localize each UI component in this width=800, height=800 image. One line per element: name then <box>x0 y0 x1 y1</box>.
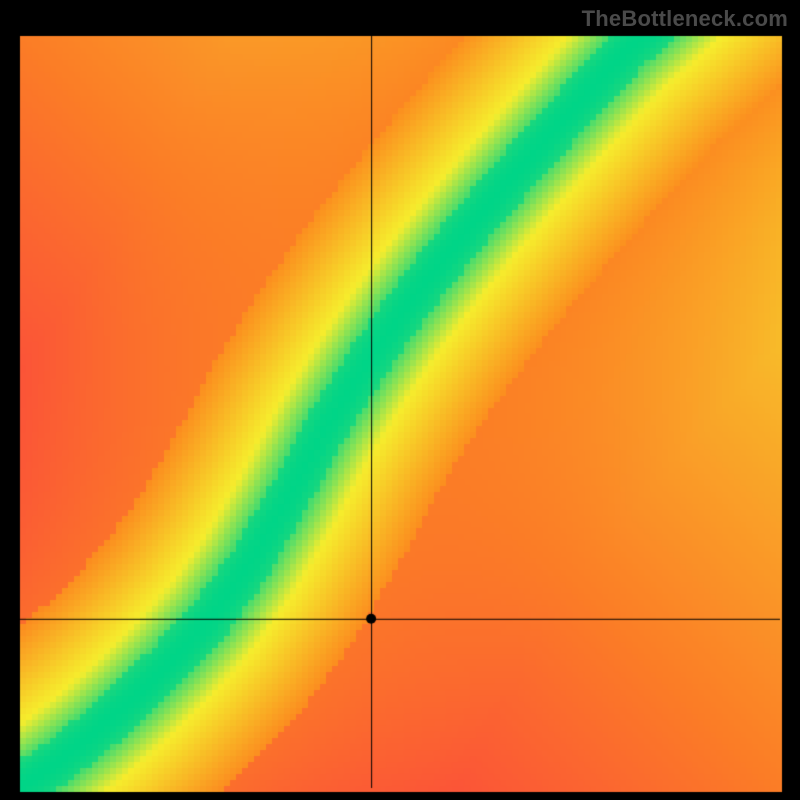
bottleneck-heatmap-canvas <box>0 0 800 800</box>
watermark-label: TheBottleneck.com <box>582 6 788 32</box>
chart-container: TheBottleneck.com <box>0 0 800 800</box>
